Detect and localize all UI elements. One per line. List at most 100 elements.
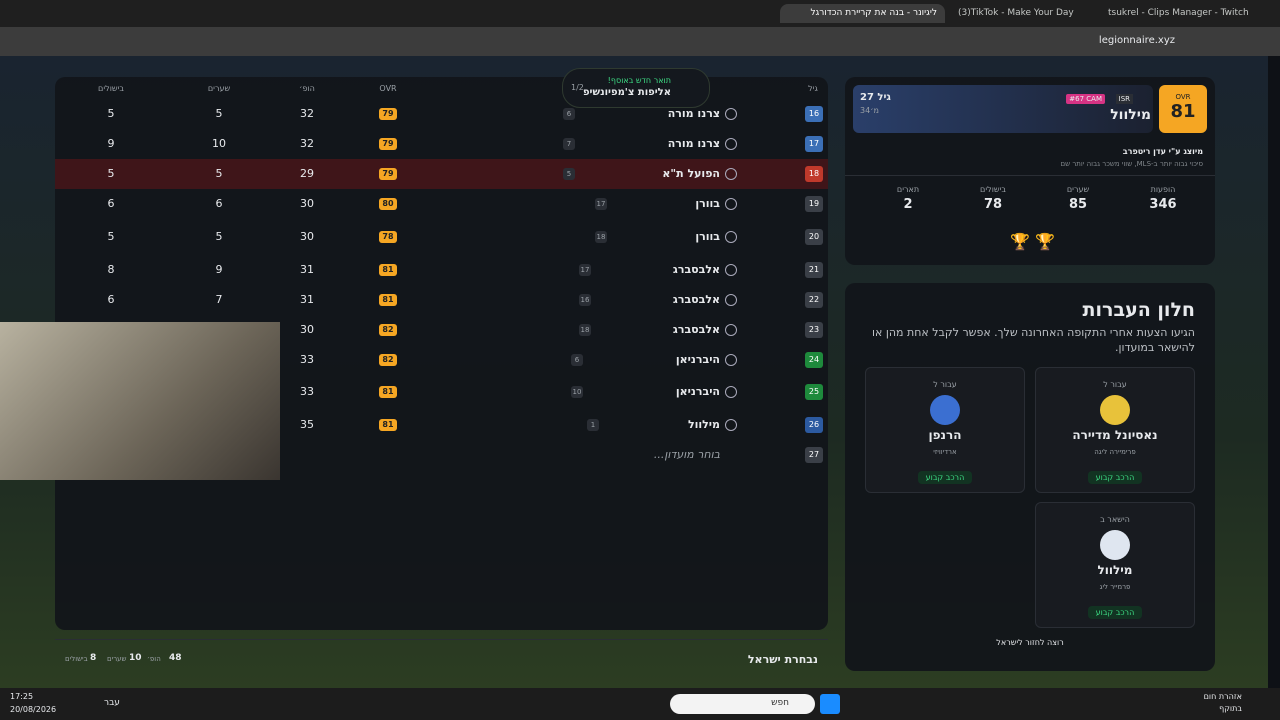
footer-assists: 8 xyxy=(90,653,97,663)
stat-apps: 30 xyxy=(300,230,314,243)
stat-assists: 8 xyxy=(107,263,115,276)
offer-action: עבור ל xyxy=(933,380,957,389)
offer-club: נאסיונל מדיירה xyxy=(1072,428,1158,442)
offer-card[interactable]: עבור ל נאסיונל מדיירה פרימיירה ליגה הרכב קב… xyxy=(1035,367,1195,493)
club-number: 17 xyxy=(579,264,591,276)
tab-bar: tsukrel - Clips Manager - Twitch (3)TikT… xyxy=(0,0,1280,27)
stat-assists: 5 xyxy=(107,107,115,120)
club-name: היברניאן xyxy=(675,385,720,398)
offer-crest xyxy=(1100,395,1130,425)
club-number: 6 xyxy=(571,354,583,366)
ovr-badge: 81 xyxy=(379,264,397,276)
footer-assists-label: בישולים xyxy=(65,655,88,663)
stat-apps: 35 xyxy=(300,418,314,431)
stat-value: 78 xyxy=(983,197,1003,212)
stat-assists: 6 xyxy=(107,293,115,306)
club-badge xyxy=(725,168,737,180)
position: #67 CAM xyxy=(1066,94,1105,104)
club-number: 7 xyxy=(563,138,575,150)
stat-apps: 31 xyxy=(300,293,314,306)
club-badge xyxy=(725,108,737,120)
career-stats: הופעות 346 שערים 85 בישולים 78 תארים 2 xyxy=(845,181,1215,221)
club-name: אלבסברג xyxy=(672,293,720,306)
ovr-badge: 81 xyxy=(379,419,397,431)
offer-role-wrap: הרכב קבוע xyxy=(1036,600,1194,619)
clock-date: 20/08/2026 xyxy=(10,705,57,714)
club-number: 18 xyxy=(579,324,591,336)
age: גיל 27 xyxy=(860,92,891,103)
stat-apps: 33 xyxy=(300,385,314,398)
column-header: גיל xyxy=(808,84,818,93)
column-header: OVR xyxy=(379,84,397,93)
club-number: 6 xyxy=(563,108,575,120)
club-number: 18 xyxy=(595,231,607,243)
stat-goals: 6 xyxy=(215,197,223,210)
nation: ISR xyxy=(1115,94,1133,104)
offer-crest xyxy=(1100,530,1130,560)
offer-league: ארדיוויזי xyxy=(933,448,957,456)
return-link[interactable]: רוצה לחזור לישראל xyxy=(996,638,1064,647)
club-placeholder[interactable]: בוחר מועדון... xyxy=(653,448,720,461)
stat-goals: 5 xyxy=(215,107,223,120)
club-name: הפועל ת"א xyxy=(662,167,720,180)
club-name: בוורן xyxy=(695,197,720,210)
offer-role-wrap: הרכב קבוע xyxy=(1036,465,1194,484)
club-name: אלבסברג xyxy=(672,263,720,276)
language[interactable]: עבר xyxy=(104,698,120,708)
age-badge: 19 xyxy=(805,196,823,212)
club-badge xyxy=(725,386,737,398)
column-header: בישולים xyxy=(98,84,124,93)
club-badge xyxy=(725,294,737,306)
offer-role: הרכב קבוע xyxy=(917,471,973,484)
start-button[interactable] xyxy=(820,694,840,714)
ovr-value: 81 xyxy=(1170,101,1196,122)
age-badge: 25 xyxy=(805,384,823,400)
stat-apps: 30 xyxy=(300,323,314,336)
webcam-overlay xyxy=(0,322,280,480)
tab[interactable]: tsukrel - Clips Manager - Twitch xyxy=(1108,8,1249,18)
stat-value: 346 xyxy=(1149,197,1177,212)
stat-goals: 10 xyxy=(212,137,226,150)
tab[interactable]: ליגיונר - בנה את קריירת הכדורגל xyxy=(780,4,945,23)
footer-line xyxy=(55,639,828,640)
stat-goals: 7 xyxy=(215,293,223,306)
offer-role: הרכב קבוע xyxy=(1087,471,1143,484)
offer-action: הישאר ב xyxy=(1100,515,1130,524)
search-label: חפש xyxy=(771,698,789,708)
search-box[interactable]: חפש xyxy=(670,694,815,714)
column-header: שערים xyxy=(207,84,231,93)
ovr-badge: 81 xyxy=(379,386,397,398)
achievement-popup[interactable]: תואר חדש באוסף! אליפות צ'מפיונשיפ 1/2 xyxy=(562,68,710,108)
ovr-badge: 82 xyxy=(379,324,397,336)
club-name: בוורן xyxy=(695,230,720,243)
offer-role: הרכב קבוע xyxy=(1087,606,1143,619)
club-badge xyxy=(725,264,737,276)
offer-club: מילוול xyxy=(1097,563,1133,577)
stat-goals: 9 xyxy=(215,263,223,276)
offer-card[interactable]: עבור ל הרנפן ארדיוויזי הרכב קבוע xyxy=(865,367,1025,493)
ovr-badge: 78 xyxy=(379,231,397,243)
club-badge xyxy=(725,198,737,210)
stat-apps: 32 xyxy=(300,107,314,120)
stat-value: 85 xyxy=(1068,197,1088,212)
popup-counter: 1/2 xyxy=(571,83,584,92)
age-badge: 22 xyxy=(805,292,823,308)
club-badge xyxy=(725,231,737,243)
club-badge xyxy=(725,324,737,336)
footer-goals-label: שערים xyxy=(107,655,127,663)
url[interactable]: legionnaire.xyz xyxy=(1098,35,1175,46)
transfer-desc: הגיעו הצעות אחרי התקופה האחרונה שלך. אפש… xyxy=(872,326,1195,354)
age-badge: 17 xyxy=(805,136,823,152)
footer-goals: 10 xyxy=(129,653,142,663)
age-badge: 16 xyxy=(805,106,823,122)
age-badge: 23 xyxy=(805,322,823,338)
tab[interactable]: (3)TikTok - Make Your Day xyxy=(958,8,1074,18)
offer-card[interactable]: הישאר ב מילוול פרמייר ליג הרכב קבוע xyxy=(1035,502,1195,628)
stat-label: הופעות xyxy=(1150,185,1176,194)
club-badge xyxy=(725,138,737,150)
weather-title: אזהרת חום xyxy=(1203,692,1242,701)
row-highlight xyxy=(55,159,828,189)
stat-label: שערים xyxy=(1066,185,1090,194)
